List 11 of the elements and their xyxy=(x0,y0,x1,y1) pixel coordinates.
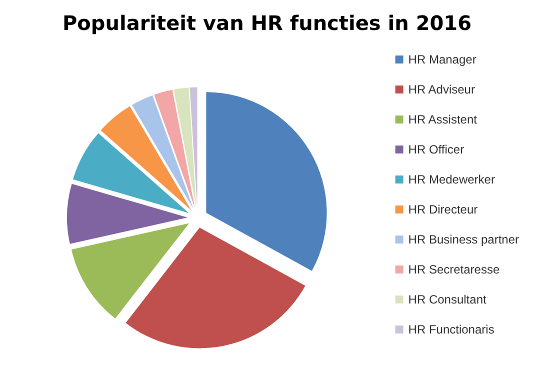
legend-label: HR Functionaris xyxy=(408,322,494,336)
legend-label: HR Adviseur xyxy=(408,82,475,96)
legend-label: HR Business partner xyxy=(408,232,520,246)
legend-label: HR Medewerker xyxy=(408,172,495,186)
legend-label: HR Manager xyxy=(408,52,476,66)
legend-label: HR Directeur xyxy=(408,202,478,216)
legend-label: HR Officer xyxy=(408,142,464,156)
legend-label: HR Secretaresse xyxy=(408,262,500,276)
chart-title: Populariteit van HR functies in 2016 xyxy=(62,11,472,35)
legend-label: HR Assistent xyxy=(408,112,478,126)
legend-label: HR Consultant xyxy=(408,292,487,306)
